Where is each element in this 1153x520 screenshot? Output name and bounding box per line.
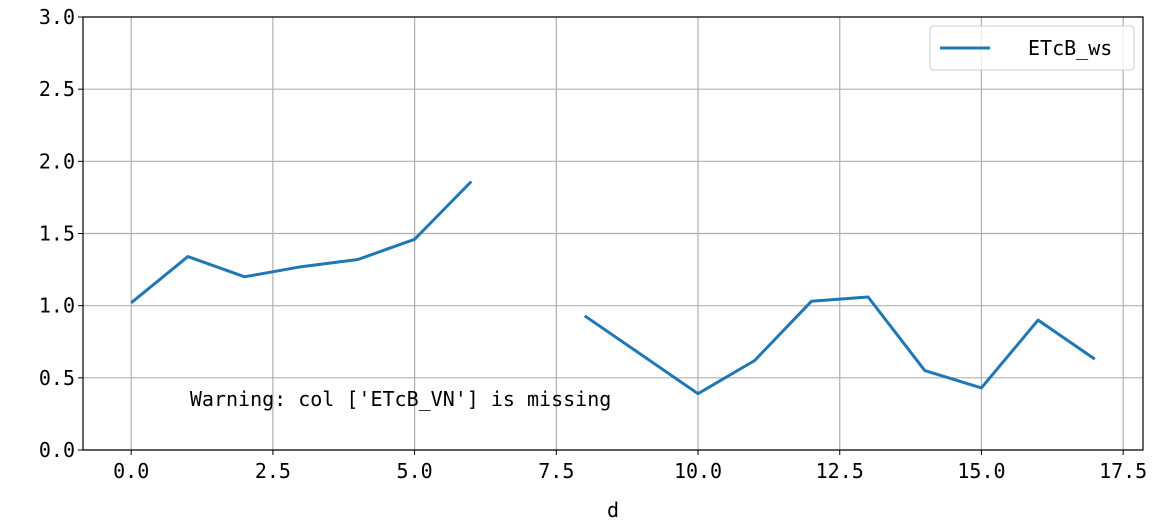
y-tick-label: 1.0 — [39, 294, 75, 318]
y-tick-label: 0.0 — [39, 438, 75, 462]
x-axis: 0.0 2.5 5.0 7.5 10.0 12.5 15.0 17.5 — [113, 450, 1147, 483]
y-tick-label: 3.0 — [39, 5, 75, 29]
missing-column-warning: Warning: col ['ETcB_VN'] is missing — [190, 387, 611, 411]
y-axis: 0.0 0.5 1.0 1.5 2.0 2.5 3.0 — [39, 5, 83, 462]
x-tick-label: 15.0 — [957, 459, 1005, 483]
grid — [83, 16, 1143, 451]
legend-box — [929, 25, 1135, 71]
x-axis-label: d — [607, 498, 619, 520]
y-tick-label: 1.5 — [39, 222, 75, 246]
series-layer — [130, 180, 1096, 396]
series-line-segment — [583, 295, 1096, 396]
series-ETcB_ws — [130, 180, 1096, 396]
legend: ETcB_ws — [929, 25, 1135, 71]
y-tick-label: 2.0 — [39, 149, 75, 173]
x-tick-label: 0.0 — [113, 459, 149, 483]
x-tick-label: 12.5 — [816, 459, 864, 483]
x-tick-label: 7.5 — [538, 459, 574, 483]
x-tick-label: 5.0 — [397, 459, 433, 483]
x-tick-label: 2.5 — [255, 459, 291, 483]
x-tick-label: 10.0 — [674, 459, 722, 483]
y-tick-label: 2.5 — [39, 77, 75, 101]
series-line-segment — [130, 180, 473, 304]
x-tick-label: 17.5 — [1099, 459, 1147, 483]
y-tick-label: 0.5 — [39, 366, 75, 390]
legend-label: ETcB_ws — [1028, 36, 1112, 60]
